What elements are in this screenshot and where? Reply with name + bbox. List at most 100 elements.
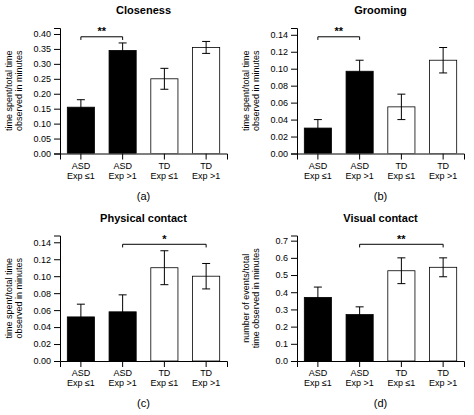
x-tick-label: ASDExp ≤1 <box>67 368 95 388</box>
y-tick-label: 0.25 <box>33 74 51 84</box>
y-tick: 0.35 <box>33 44 60 54</box>
y-tick: 0.10 <box>33 119 60 129</box>
y-tick: 0.40 <box>33 29 60 39</box>
x-tick-mark <box>317 154 318 160</box>
panel-label: (d) <box>374 397 387 409</box>
y-tick-label: 0.00 <box>33 149 51 159</box>
y-tick-mark <box>54 276 60 277</box>
y-tick-label: 0.05 <box>33 134 51 144</box>
error-bar <box>119 43 127 58</box>
x-tick-mark <box>206 154 207 160</box>
y-tick-mark <box>54 293 60 294</box>
y-tick-mark <box>54 310 60 311</box>
y-tick-mark <box>291 327 297 328</box>
plot-area <box>67 41 219 153</box>
y-tick-label: 0.4 <box>275 288 288 298</box>
error-bar <box>356 60 364 82</box>
y-tick-mark <box>291 275 297 276</box>
x-tick-label: TDExp >1 <box>192 368 220 388</box>
y-tick: 0.0 <box>275 356 297 366</box>
y-tick-mark <box>54 34 60 35</box>
y-tick-label: 0.08 <box>270 81 288 91</box>
x-tick-label: TDExp ≤1 <box>387 368 415 388</box>
y-tick-label: 0.10 <box>270 64 288 74</box>
title: Physical contact <box>100 212 187 224</box>
x-tick: ASDExp >1 <box>108 361 136 388</box>
y-tick-mark <box>291 52 297 53</box>
x-tick: TDExp >1 <box>429 361 457 388</box>
y-tick: 0.00 <box>33 149 60 159</box>
y-tick-label: 0.00 <box>33 356 51 366</box>
y-tick: 0.00 <box>270 149 297 159</box>
x-tick: ASDExp ≤1 <box>304 361 332 388</box>
bar <box>430 267 457 361</box>
x-tick-mark <box>401 154 402 160</box>
y-tick-mark <box>54 327 60 328</box>
y-tick-label: 0.35 <box>33 44 51 54</box>
error-bar <box>439 48 447 73</box>
y-tick-mark <box>54 154 60 155</box>
bar <box>430 60 457 153</box>
title: Grooming <box>354 4 407 16</box>
x-tick-mark <box>80 361 81 367</box>
y-tick-mark <box>291 69 297 70</box>
x-tick: TDExp >1 <box>429 154 457 181</box>
significance-label: ** <box>334 25 343 37</box>
x-axis-line <box>61 154 228 160</box>
x-tick-mark <box>80 154 81 160</box>
y-tick: 0.2 <box>275 322 297 332</box>
x-tick: TDExp ≤1 <box>150 361 178 388</box>
y-axis-title: time spent/total timeobserved in minutes <box>241 50 261 131</box>
x-axis-line <box>298 154 465 160</box>
panel: 0.000.020.040.060.080.100.120.14ASDExp ≤… <box>4 212 228 410</box>
y-tick: 0.3 <box>275 305 297 315</box>
y-tick: 0.05 <box>33 134 60 144</box>
y-tick: 0.08 <box>270 81 297 91</box>
y-tick-label: 0.08 <box>33 289 51 299</box>
x-tick-mark <box>122 361 123 367</box>
x-tick-mark <box>164 154 165 160</box>
y-tick: 0.12 <box>33 255 60 265</box>
title: Closeness <box>116 4 171 16</box>
bar <box>151 79 178 154</box>
y-tick-mark <box>54 79 60 80</box>
x-tick-label: ASDExp ≤1 <box>304 368 332 388</box>
x-tick-label: TDExp >1 <box>429 161 457 181</box>
y-tick-mark <box>291 292 297 293</box>
error-bar <box>202 263 210 288</box>
panel-label: (c) <box>137 397 150 409</box>
y-tick: 0.06 <box>33 306 60 316</box>
x-axis: ASDExp ≤1ASDExp >1TDExp ≤1TDExp >1 <box>298 154 465 181</box>
plot-area <box>304 258 456 361</box>
x-tick: ASDExp ≤1 <box>67 154 95 181</box>
y-tick-mark <box>54 344 60 345</box>
significance-label: * <box>162 233 167 245</box>
bar <box>109 50 136 153</box>
y-axis-line <box>291 29 298 155</box>
x-axis: ASDExp ≤1ASDExp >1TDExp ≤1TDExp >1 <box>61 154 228 181</box>
y-tick-label: 0.2 <box>275 322 288 332</box>
y-tick-label: 0.14 <box>33 238 51 248</box>
x-tick-label: TDExp ≤1 <box>387 161 415 181</box>
y-tick-mark <box>54 124 60 125</box>
error-bar <box>397 258 405 284</box>
y-axis: 0.00.10.20.30.40.50.60.7 <box>275 236 297 366</box>
y-tick: 0.08 <box>33 289 60 299</box>
y-tick-label: 0.06 <box>33 306 51 316</box>
x-tick-label: TDExp ≤1 <box>150 368 178 388</box>
y-tick-label: 0.30 <box>33 59 51 69</box>
x-tick-mark <box>122 154 123 160</box>
panel: 0.00.10.20.30.40.50.60.7ASDExp ≤1ASDExp … <box>241 212 465 410</box>
x-tick: ASDExp ≤1 <box>304 154 332 181</box>
bar <box>193 47 220 153</box>
error-bar <box>356 307 364 322</box>
y-axis: 0.000.020.040.060.080.100.120.14 <box>270 29 297 159</box>
y-tick: 0.10 <box>33 272 60 282</box>
y-tick-mark <box>54 259 60 260</box>
x-tick: TDExp ≤1 <box>387 154 415 181</box>
y-tick: 0.04 <box>33 322 60 332</box>
y-axis-title: time spent/total timeobserved in minutes <box>4 257 24 338</box>
y-axis-line <box>54 236 61 362</box>
y-tick-label: 0.02 <box>270 132 288 142</box>
y-tick-mark <box>291 309 297 310</box>
